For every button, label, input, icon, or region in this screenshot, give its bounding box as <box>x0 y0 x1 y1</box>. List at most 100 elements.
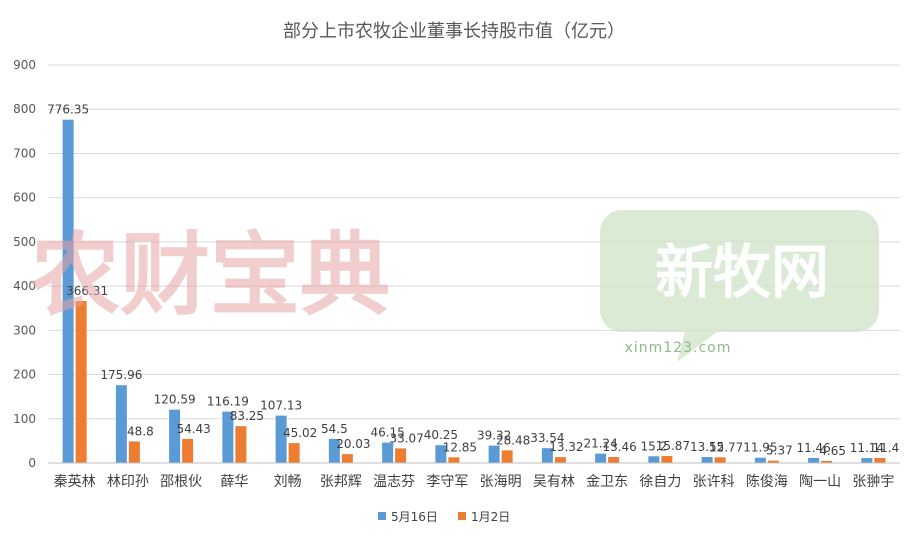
bar-series1 <box>328 438 340 463</box>
data-label: 48.8 <box>127 424 154 438</box>
data-label: 11.14 <box>850 441 884 455</box>
bar-series1 <box>62 119 74 463</box>
data-label: 116.19 <box>207 395 249 409</box>
data-label: 175.96 <box>100 368 142 382</box>
y-tick-label: 300 <box>13 323 36 337</box>
bar-series2 <box>341 454 353 463</box>
data-label: 11.46 <box>796 441 830 455</box>
bar-series2 <box>821 460 833 463</box>
bar-series2 <box>554 457 566 463</box>
bar-series1 <box>648 456 660 463</box>
x-tick-label: 薛华 <box>220 474 248 490</box>
x-tick-label: 邵根伙 <box>160 474 202 490</box>
data-label: 46.15 <box>370 426 404 440</box>
data-label: 15.2 <box>641 439 668 453</box>
data-label: 54.5 <box>321 422 348 436</box>
bar-series2 <box>448 457 460 463</box>
bar-series2 <box>75 301 87 463</box>
data-label: 120.59 <box>154 393 196 407</box>
data-label: 33.54 <box>530 431 564 445</box>
y-tick-label: 200 <box>13 368 36 382</box>
logo-url: xinm123.com <box>625 340 732 356</box>
y-tick-label: 0 <box>28 456 36 470</box>
bar-series2 <box>288 443 300 463</box>
bar-series2 <box>661 455 673 463</box>
x-tick-label: 吴有林 <box>533 474 575 490</box>
x-tick-label: 刘畅 <box>274 474 302 490</box>
watermark-text: 农财宝典 <box>30 223 390 328</box>
legend-swatch <box>378 512 386 520</box>
data-label: 21.24 <box>583 437 617 451</box>
x-tick-label: 张邦辉 <box>320 474 362 490</box>
data-labels: 776.35 366.31 175.96 48.8 120.59 54.43 116.198… <box>47 103 899 458</box>
y-tick-label: 700 <box>13 146 36 160</box>
bar-series1 <box>488 445 500 463</box>
bar-series1 <box>808 457 820 463</box>
bars <box>62 119 886 463</box>
y-tick-label: 600 <box>13 191 36 205</box>
x-tick-label: 徐自力 <box>639 474 681 490</box>
data-label: 39.32 <box>477 429 511 443</box>
data-label: 13.32 <box>549 440 583 454</box>
bar-series2 <box>767 460 779 463</box>
bar-series2 <box>395 448 407 463</box>
bar-series1 <box>382 442 394 463</box>
bar-series1 <box>115 385 127 463</box>
x-tick-label: 陈俊海 <box>746 473 788 490</box>
data-label: 15.87 <box>656 439 690 453</box>
x-tick-label: 林印孙 <box>107 474 149 490</box>
x-tick-label: 张翀宇 <box>852 474 894 490</box>
y-tick-label: 900 <box>13 58 36 72</box>
y-tick-label: 400 <box>13 279 36 293</box>
legend: 5月16日 1月2日 <box>378 510 510 524</box>
x-axis: 秦英林 林印孙 邵根伙 薛华 刘畅 张邦辉 温志芬 李守军 张海明 吴有林 金卫东 徐自力 张许科 陈俊海… <box>48 462 900 490</box>
data-label: 40.25 <box>424 428 458 442</box>
data-label: 12.85 <box>443 440 477 454</box>
data-label: 366.31 <box>66 284 108 298</box>
bar-series2 <box>714 457 726 463</box>
data-label: 107.13 <box>260 399 302 413</box>
x-tick-label: 张许科 <box>693 474 735 490</box>
data-label: 5.37 <box>766 444 793 458</box>
data-label: 28.48 <box>496 433 530 447</box>
chart-title: 部分上市农牧企业董事长持股市值（亿元） <box>283 21 625 42</box>
y-axis: 0 100 200 300 400 500 600 700 800 900 <box>13 58 36 470</box>
bar-series1 <box>275 415 287 463</box>
data-label: 4.65 <box>819 444 846 458</box>
bar-series2 <box>182 438 194 463</box>
x-tick-label: 秦英林 <box>54 473 96 490</box>
bar-series2 <box>128 441 140 463</box>
bar-series1 <box>861 458 873 463</box>
bar-series1 <box>169 409 181 463</box>
data-label: 11.95 <box>743 441 777 455</box>
bar-series1 <box>435 445 447 463</box>
data-label: 20.03 <box>336 437 370 451</box>
watermark-logo: 新牧网 xinm123.com <box>600 210 879 362</box>
x-tick-label: 温志芬 <box>373 474 415 490</box>
y-tick-label: 500 <box>13 235 36 249</box>
data-label: 12.77 <box>709 440 743 454</box>
x-tick-label: 李守军 <box>426 474 468 490</box>
data-label: 776.35 <box>47 103 89 117</box>
logo-badge <box>600 210 879 362</box>
y-tick-label: 100 <box>13 412 36 426</box>
data-label: 45.02 <box>283 426 317 440</box>
y-tick-label: 800 <box>13 102 36 116</box>
bar-series2 <box>501 450 513 463</box>
data-label: 13.46 <box>602 440 636 454</box>
bar-series1 <box>754 457 766 463</box>
bar-series2 <box>874 457 886 463</box>
data-label: 83.25 <box>230 409 264 423</box>
x-tick-label: 金卫东 <box>586 474 628 490</box>
data-label: 33.07 <box>389 431 423 445</box>
data-label: 11.4 <box>873 441 900 455</box>
legend-label: 1月2日 <box>471 510 510 524</box>
bar-series1 <box>595 453 607 463</box>
data-label: 54.43 <box>176 422 210 436</box>
bar-series1 <box>541 448 553 463</box>
data-label: 13.55 <box>690 440 724 454</box>
bar-series2 <box>608 457 620 463</box>
legend-label: 5月16日 <box>391 510 438 524</box>
